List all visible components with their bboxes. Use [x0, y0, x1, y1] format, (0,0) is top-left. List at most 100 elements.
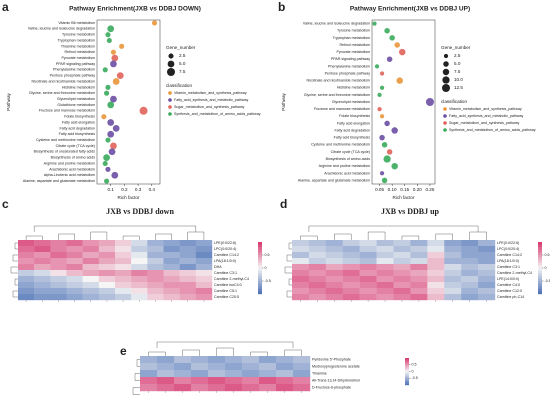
heatmap-cell	[478, 276, 496, 283]
legend-swatch	[168, 105, 172, 109]
dendrogram-branch	[12, 254, 18, 262]
y-tick-label: Histidine metabolism	[62, 85, 95, 89]
colorbar-segment	[258, 270, 262, 274]
heatmap-cell	[140, 377, 158, 385]
heatmap-cell	[18, 270, 35, 277]
row-label: Thiamine	[312, 371, 327, 375]
heatmap-cell	[410, 270, 428, 277]
heatmap-cell	[393, 258, 411, 265]
size-legend-mark	[443, 53, 449, 59]
dendrogram-branch	[334, 233, 352, 240]
heatmap-cell	[225, 384, 243, 392]
heatmap-cell	[98, 264, 116, 271]
heatmap-cell	[359, 288, 377, 295]
bubble	[379, 134, 385, 141]
colorbar-segment	[258, 255, 262, 258]
y-tick-label: Pyruvate metabolism	[336, 50, 370, 54]
bubble	[394, 42, 400, 48]
heatmap-cell	[195, 258, 213, 265]
y-tick-label: Retinol metabolism	[64, 50, 95, 54]
dendrogram-branch	[14, 278, 18, 286]
colorbar-segment	[258, 242, 262, 245]
heatmap-cell	[195, 264, 213, 271]
heatmap-cell	[179, 264, 197, 271]
heatmap-cell	[82, 294, 100, 301]
heatmap-cell	[325, 258, 343, 265]
heatmap-cell	[427, 294, 445, 301]
heatmap-cell	[276, 363, 294, 371]
dendrogram-branch	[216, 347, 234, 356]
y-tick-label: Pyruvate metabolism	[61, 56, 95, 60]
bubble	[379, 85, 385, 90]
bubble	[399, 48, 406, 56]
heatmap-cell	[195, 288, 213, 295]
chart-title: Pathway Enrichment(JXB vs DDBJ UP)	[350, 6, 470, 13]
legend-title: classification	[441, 99, 467, 104]
heatmap-cell	[147, 282, 164, 289]
heatmap-cell	[147, 258, 164, 265]
bubble	[379, 71, 385, 76]
heatmap-cell	[191, 356, 209, 364]
plot-frame	[96, 19, 161, 185]
legend-swatch	[443, 121, 447, 125]
heatmap-cell	[292, 276, 310, 283]
y-tick-label: Folate biosynthesis	[339, 114, 370, 118]
bubble	[116, 72, 124, 80]
dendrogram-branch	[156, 341, 294, 348]
heatmap-cell	[225, 377, 243, 385]
heatmap-cell	[179, 240, 197, 247]
heatmap-cell	[131, 252, 148, 259]
heatmap-cell	[179, 282, 197, 289]
colorbar-segment	[405, 382, 409, 384]
size-legend-mark	[443, 61, 449, 67]
colorbar-segment	[538, 283, 542, 287]
heatmap-cell	[115, 276, 132, 283]
heatmap-cell	[293, 356, 311, 364]
dendrogram-branch	[284, 266, 292, 274]
heatmap-cell	[163, 282, 180, 289]
bubble	[107, 25, 115, 33]
legend-swatch	[168, 112, 172, 116]
colorbar-segment	[405, 374, 409, 376]
legend-title: classification	[166, 83, 192, 88]
heatmap-cell	[157, 377, 175, 385]
heatmap-cell	[461, 282, 479, 289]
heatmap-cell	[163, 294, 180, 301]
bubble	[383, 155, 391, 163]
heatmap-cell	[163, 264, 180, 271]
heatmap-cell	[66, 276, 83, 283]
y-tick-label: Arachidonic acid metabolism	[49, 167, 95, 171]
bubble	[377, 92, 382, 97]
heatmap-cell	[140, 384, 158, 392]
heatmap-cell	[163, 240, 180, 247]
row-label: Carnitine C20:5	[214, 295, 239, 299]
size-legend-mark	[168, 53, 174, 59]
dendrogram	[284, 225, 487, 298]
heatmap-cell	[393, 270, 411, 277]
heatmap-cell	[225, 356, 243, 364]
dendrogram-branch	[136, 359, 140, 367]
y-tick-label: Nicotinate and nicotinamide metabolism	[31, 79, 95, 83]
bubble	[372, 21, 377, 26]
heatmap-cell	[147, 252, 164, 259]
heatmap-cell	[174, 377, 192, 385]
row-label: LPC(0:0/20:4)	[214, 247, 236, 251]
heatmap-cell	[98, 240, 116, 247]
heatmap-cell	[50, 264, 67, 271]
heatmap-cell	[427, 264, 445, 271]
heatmap-cell	[342, 264, 360, 271]
legend-title: Gene_number	[441, 45, 471, 50]
heatmap-cell	[34, 264, 51, 271]
heatmap-cell	[444, 258, 462, 265]
heatmap-cell	[292, 294, 310, 301]
heatmap-cell	[131, 294, 148, 301]
heatmap-cell	[18, 288, 35, 295]
heatmap-cell	[115, 282, 132, 289]
heatmap-cell	[376, 276, 394, 283]
heatmap-cell	[410, 264, 428, 271]
y-tick-label: Fructose and mannose metabolism	[314, 107, 370, 111]
bubble	[104, 90, 110, 96]
dendrogram-branch	[25, 235, 43, 240]
heatmap-cell	[410, 294, 428, 301]
y-tick-label: Phenylalanine metabolism	[328, 64, 370, 68]
